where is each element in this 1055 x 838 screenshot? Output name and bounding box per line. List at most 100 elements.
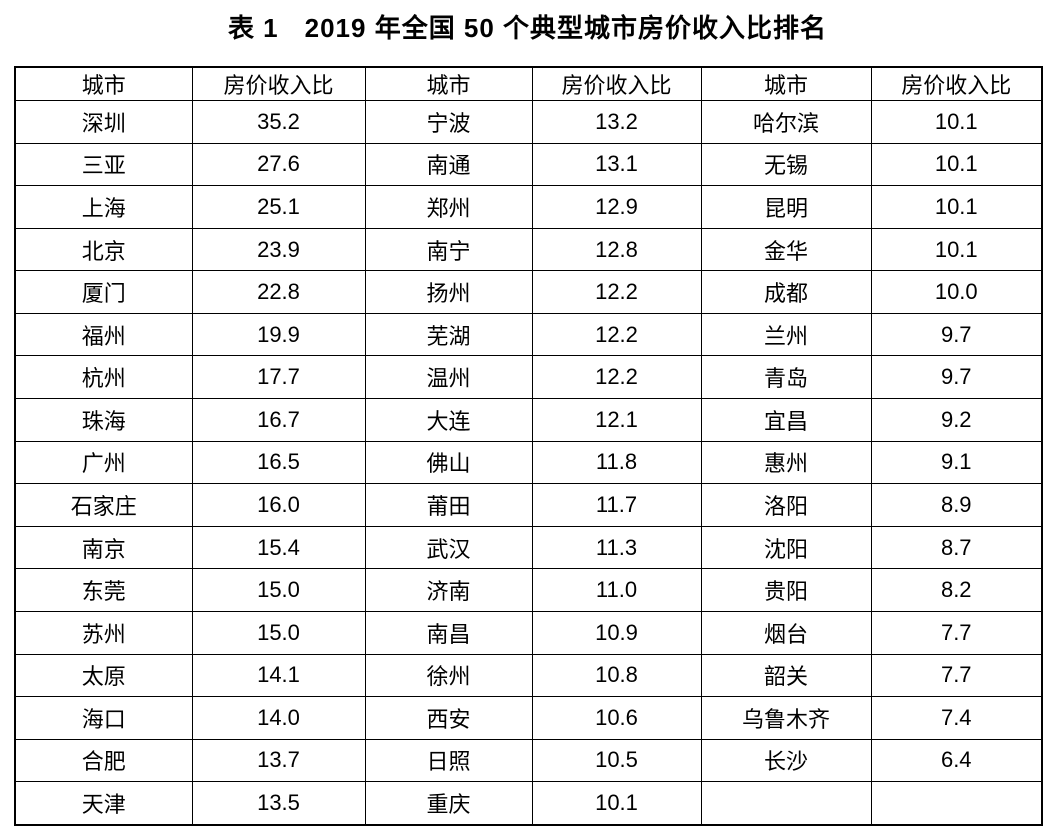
- column-header-ratio: 房价收入比: [870, 66, 1043, 101]
- city-cell: 厦门: [14, 270, 193, 314]
- table-title-text: 2019 年全国 50 个典型城市房价收入比排名: [304, 13, 828, 43]
- city-cell: 南宁: [364, 227, 533, 272]
- city-cell: 兰州: [700, 312, 872, 357]
- ratio-cell: 9.7: [870, 312, 1043, 357]
- city-cell: 西安: [364, 696, 533, 740]
- table-row: 石家庄 16.0 莆田 11.7 洛阳 8.9: [14, 483, 1043, 527]
- ratio-cell: 9.1: [870, 440, 1043, 485]
- ratio-cell: 12.2: [531, 270, 702, 314]
- city-cell: 杭州: [14, 355, 193, 400]
- ratio-cell: 10.0: [870, 270, 1043, 314]
- city-cell: 莆田: [364, 483, 533, 527]
- ratio-cell: 27.6: [191, 142, 366, 187]
- ratio-cell: 10.9: [531, 610, 702, 655]
- city-cell: 宜昌: [700, 398, 872, 442]
- column-header-ratio: 房价收入比: [191, 66, 366, 101]
- ratio-cell: 12.8: [531, 227, 702, 272]
- ratio-cell: 13.7: [191, 738, 366, 783]
- city-cell: 金华: [700, 227, 872, 272]
- city-cell: 芜湖: [364, 312, 533, 357]
- ratio-cell: 17.7: [191, 355, 366, 400]
- city-cell: 太原: [14, 653, 193, 698]
- ratio-cell: 8.2: [870, 568, 1043, 612]
- city-cell: 郑州: [364, 185, 533, 229]
- city-cell: 南昌: [364, 610, 533, 655]
- ratio-cell: 10.1: [870, 185, 1043, 229]
- ratio-cell: 10.1: [531, 781, 702, 826]
- city-cell: 广州: [14, 440, 193, 485]
- ratio-cell: 35.2: [191, 100, 366, 144]
- table-row: 太原 14.1 徐州 10.8 韶关 7.7: [14, 653, 1043, 698]
- city-cell: 惠州: [700, 440, 872, 485]
- table-row: 天津 13.5 重庆 10.1: [14, 781, 1043, 826]
- ratio-cell: 16.5: [191, 440, 366, 485]
- city-cell: 济南: [364, 568, 533, 612]
- table-row: 上海 25.1 郑州 12.9 昆明 10.1: [14, 185, 1043, 229]
- table-row: 三亚 27.6 南通 13.1 无锡 10.1: [14, 142, 1043, 187]
- city-cell: 韶关: [700, 653, 872, 698]
- city-cell: 石家庄: [14, 483, 193, 527]
- ratio-cell: 25.1: [191, 185, 366, 229]
- ratio-cell: 7.7: [870, 610, 1043, 655]
- city-cell: 重庆: [364, 781, 533, 826]
- city-cell: 乌鲁木齐: [700, 696, 872, 740]
- column-header-city: 城市: [14, 66, 193, 101]
- table-row: 广州 16.5 佛山 11.8 惠州 9.1: [14, 440, 1043, 485]
- ratio-cell: 12.9: [531, 185, 702, 229]
- ratio-cell: 7.7: [870, 653, 1043, 698]
- city-cell: 日照: [364, 738, 533, 783]
- city-cell: 福州: [14, 312, 193, 357]
- city-cell: 合肥: [14, 738, 193, 783]
- city-cell: 扬州: [364, 270, 533, 314]
- ratio-cell: 16.0: [191, 483, 366, 527]
- ratio-cell: 15.0: [191, 568, 366, 612]
- ratio-cell: 22.8: [191, 270, 366, 314]
- city-cell: 海口: [14, 696, 193, 740]
- ratio-cell: 14.1: [191, 653, 366, 698]
- city-cell: 无锡: [700, 142, 872, 187]
- city-cell: 南通: [364, 142, 533, 187]
- ratio-cell: 12.2: [531, 312, 702, 357]
- ratio-cell: 10.1: [870, 142, 1043, 187]
- city-cell: 成都: [700, 270, 872, 314]
- city-cell: 珠海: [14, 398, 193, 442]
- table-header-row: 城市 房价收入比 城市 房价收入比 城市 房价收入比: [14, 66, 1043, 101]
- ratio-cell: 16.7: [191, 398, 366, 442]
- city-cell: 大连: [364, 398, 533, 442]
- city-cell: 三亚: [14, 142, 193, 187]
- ranking-table: 城市 房价收入比 城市 房价收入比 城市 房价收入比 深圳 35.2 宁波 13.2 哈尔滨 10.…: [14, 66, 1043, 826]
- table-row: 杭州 17.7 温州 12.2 青岛 9.7: [14, 355, 1043, 400]
- city-cell: 长沙: [700, 738, 872, 783]
- city-cell: 上海: [14, 185, 193, 229]
- ratio-cell: 12.1: [531, 398, 702, 442]
- column-header-city: 城市: [364, 66, 533, 101]
- city-cell: 烟台: [700, 610, 872, 655]
- city-cell: 徐州: [364, 653, 533, 698]
- table-row: 苏州 15.0 南昌 10.9 烟台 7.7: [14, 610, 1043, 655]
- ratio-cell: 8.9: [870, 483, 1043, 527]
- city-cell: 贵阳: [700, 568, 872, 612]
- city-cell: 哈尔滨: [700, 100, 872, 144]
- city-cell: 南京: [14, 525, 193, 570]
- ratio-cell: 14.0: [191, 696, 366, 740]
- ratio-cell: 12.2: [531, 355, 702, 400]
- ratio-cell: 13.5: [191, 781, 366, 826]
- city-cell: 洛阳: [700, 483, 872, 527]
- city-cell: 青岛: [700, 355, 872, 400]
- city-cell: 宁波: [364, 100, 533, 144]
- ratio-cell: 9.7: [870, 355, 1043, 400]
- ratio-cell: 15.4: [191, 525, 366, 570]
- city-cell: 天津: [14, 781, 193, 826]
- ratio-cell: 10.8: [531, 653, 702, 698]
- ratio-cell: 19.9: [191, 312, 366, 357]
- city-cell: [700, 781, 872, 826]
- ratio-cell: 15.0: [191, 610, 366, 655]
- table-number-label: 表 1: [227, 13, 279, 43]
- city-cell: 东莞: [14, 568, 193, 612]
- city-cell: 苏州: [14, 610, 193, 655]
- column-header-ratio: 房价收入比: [531, 66, 702, 101]
- city-cell: 武汉: [364, 525, 533, 570]
- ratio-cell: 10.6: [531, 696, 702, 740]
- city-cell: 沈阳: [700, 525, 872, 570]
- city-cell: 深圳: [14, 100, 193, 144]
